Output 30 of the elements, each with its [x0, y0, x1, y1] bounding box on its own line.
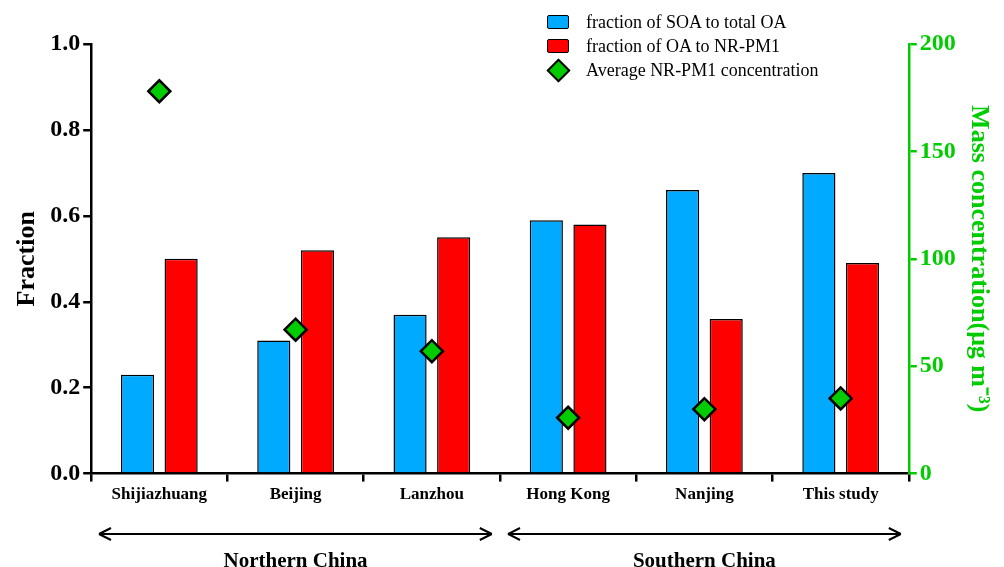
point — [692, 396, 717, 422]
y2-tick-label: 50 — [919, 351, 944, 378]
y-tick-label: 0.0 — [50, 458, 81, 485]
x-tick-label: Lanzhou — [399, 484, 464, 504]
y2-tick-label: 200 — [919, 29, 956, 56]
point — [419, 338, 445, 364]
legend-label: fraction of SOA to total OA — [586, 11, 787, 34]
y2-tick-label: 100 — [919, 244, 956, 270]
point — [555, 405, 581, 430]
y-axis-title: Fraction — [11, 210, 41, 307]
legend-label: fraction of OA to NR-PM1 — [586, 35, 780, 58]
y-tick-label: 0.4 — [50, 286, 81, 313]
x-tick-label: Shijiazhuang — [111, 484, 208, 504]
text: Southern China — [631, 548, 777, 567]
x-tick-label: Nanjing — [675, 484, 735, 504]
y-tick-label: 1.0 — [50, 29, 81, 56]
y-tick-label: 0.2 — [50, 372, 81, 399]
point — [828, 386, 853, 411]
x-tick-label: Beijing — [269, 484, 323, 504]
y2-tick-label: 0 — [919, 458, 932, 485]
x-tick-label: This study — [802, 484, 880, 504]
y2-axis-title: Mass concentration(μg m⁻³) — [965, 105, 995, 413]
y2-tick-label: 150 — [919, 136, 956, 163]
text: Northern China — [222, 548, 369, 567]
x-tick-label: Hong Kong — [526, 484, 611, 504]
legend-label: Average NR-PM1 concentration — [586, 59, 819, 82]
y-tick-label: 0.6 — [50, 201, 81, 228]
y-tick-label: 0.8 — [50, 115, 81, 142]
point — [147, 79, 172, 104]
point — [283, 317, 308, 342]
